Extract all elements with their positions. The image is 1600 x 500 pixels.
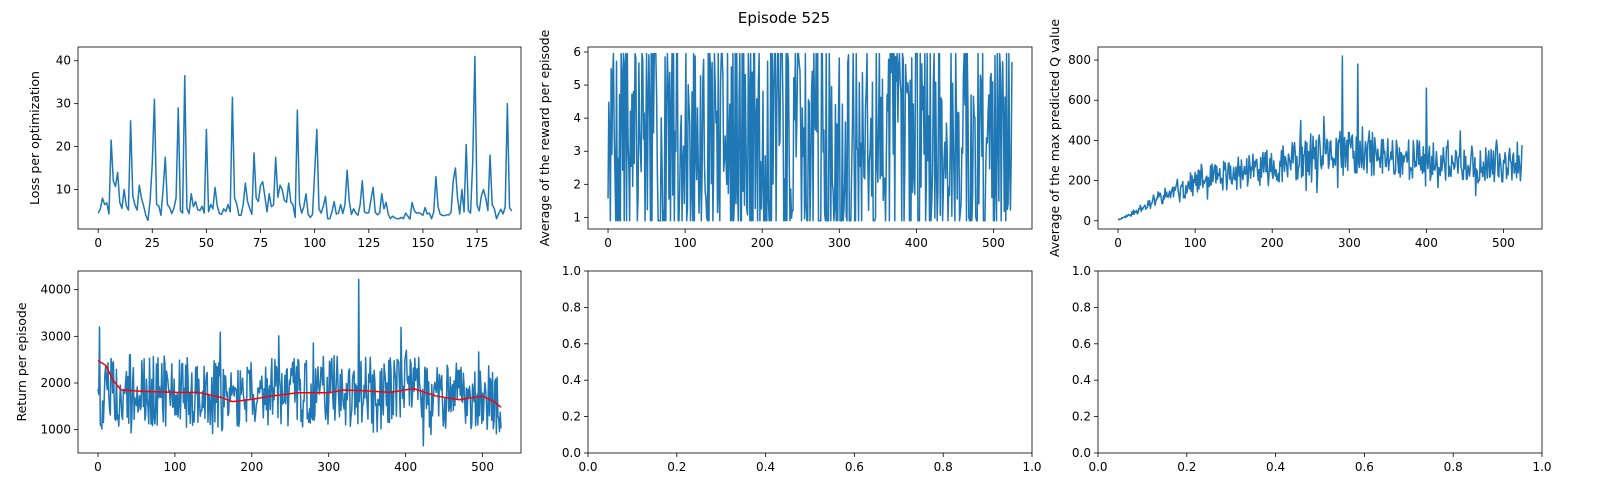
x-tick-label: 500: [1492, 236, 1515, 250]
x-tick-label: 0.0: [1088, 460, 1107, 474]
y-tick-label: 800: [1068, 53, 1091, 67]
x-tick-label: 300: [1338, 236, 1361, 250]
x-tick-label: 0.4: [756, 460, 775, 474]
y-axis-label-loss: Loss per optimization: [27, 71, 42, 205]
x-tick-label: 1.0: [1022, 460, 1041, 474]
series-line-reward-0: [607, 52, 1013, 222]
y-axis-label-reward: Average of the reward per episode: [537, 29, 552, 246]
y-axis-label-max_q: Average of the max predicted Q value: [1047, 19, 1062, 258]
x-tick-label: 150: [411, 236, 434, 250]
series-line-loss-0: [97, 55, 513, 222]
x-tick-label: 50: [199, 236, 214, 250]
x-tick-label: 0: [604, 236, 612, 250]
x-tick-label: 0.0: [578, 460, 597, 474]
x-tick-label: 0.8: [1444, 460, 1463, 474]
series-line-return-0: [97, 278, 502, 447]
y-tick-label: 400: [1068, 133, 1091, 147]
x-tick-label: 100: [303, 236, 326, 250]
y-tick-label: 0.6: [1072, 337, 1091, 351]
y-tick-label: 2: [573, 177, 581, 191]
x-tick-label: 125: [357, 236, 380, 250]
y-tick-label: 0.4: [1072, 373, 1091, 387]
y-tick-label: 3000: [40, 329, 71, 343]
y-tick-label: 2000: [40, 376, 71, 390]
x-tick-label: 25: [145, 236, 160, 250]
x-tick-label: 0.6: [845, 460, 864, 474]
subplot-empty_2: 0.0 0.2 0.4 0.6 0.8 1.0 0.0 0.2 0.4 0.6 0.8 1.0: [1072, 264, 1552, 474]
y-tick-label: 1: [573, 210, 581, 224]
y-tick-label: 0.8: [1072, 300, 1091, 314]
y-tick-label: 0.0: [562, 446, 581, 460]
subplot-return: 0 100 200 300 400 500 1000 2000 3000 4000 Return p…: [14, 270, 522, 474]
axes-frame-return: [77, 270, 522, 454]
x-tick-label: 200: [240, 460, 263, 474]
x-tick-label: 0: [94, 460, 102, 474]
x-tick-label: 500: [982, 236, 1005, 250]
x-tick-label: 0.4: [1266, 460, 1285, 474]
x-tick-label: 0.8: [934, 460, 953, 474]
x-tick-label: 200: [1261, 236, 1284, 250]
y-tick-label: 0.8: [562, 300, 581, 314]
y-tick-label: 4000: [40, 283, 71, 297]
y-tick-label: 4: [573, 111, 581, 125]
x-tick-label: 0.6: [1355, 460, 1374, 474]
x-tick-label: 300: [828, 236, 851, 250]
x-tick-label: 0.2: [1177, 460, 1196, 474]
axes-frame-reward: [587, 46, 1033, 230]
y-tick-label: 5: [573, 78, 581, 92]
y-tick-label: 600: [1068, 93, 1091, 107]
x-tick-label: 400: [1415, 236, 1438, 250]
y-tick-label: 1000: [40, 423, 71, 437]
y-tick-label: 0.2: [562, 410, 581, 424]
axes-frame-empty_1: [587, 270, 1033, 454]
axes-frame-loss: [77, 46, 522, 230]
y-tick-label: 1.0: [562, 264, 581, 278]
y-tick-label: 6: [573, 45, 581, 59]
subplot-loss: 0 25 50 75 100 125 150 175 10 20 30 40 Loss per opti…: [27, 46, 522, 250]
subplot-reward: 0 100 200 300 400 500 1 2 3 4 5 6 Average of the rew…: [537, 29, 1033, 250]
x-tick-label: 1.0: [1532, 460, 1551, 474]
y-tick-label: 1.0: [1072, 264, 1091, 278]
x-tick-label: 0.2: [667, 460, 686, 474]
subplot-empty_1: 0.0 0.2 0.4 0.6 0.8 1.0 0.0 0.2 0.4 0.6 0.8 1.0: [562, 264, 1042, 474]
x-tick-label: 500: [471, 460, 494, 474]
figure-suptitle: Episode 525: [738, 9, 830, 27]
x-tick-label: 300: [317, 460, 340, 474]
x-tick-label: 100: [163, 460, 186, 474]
y-tick-label: 10: [56, 183, 71, 197]
axes-frame-empty_2: [1097, 270, 1543, 454]
y-tick-label: 0: [1083, 214, 1091, 228]
series-line-max_q-0: [1117, 55, 1523, 221]
x-tick-label: 100: [1184, 236, 1207, 250]
y-tick-label: 0.2: [1072, 410, 1091, 424]
x-tick-label: 100: [674, 236, 697, 250]
y-tick-label: 0.4: [562, 373, 581, 387]
series-line-return-1: [97, 359, 502, 408]
y-tick-label: 0.0: [1072, 446, 1091, 460]
y-tick-label: 200: [1068, 174, 1091, 188]
x-tick-label: 400: [394, 460, 417, 474]
axes-frame-max_q: [1097, 46, 1543, 230]
y-tick-label: 20: [56, 140, 71, 154]
x-tick-label: 400: [905, 236, 928, 250]
x-tick-label: 0: [1114, 236, 1122, 250]
subplot-max_q: 0 100 200 300 400 500 0 200 400 600 800 Average of …: [1047, 19, 1543, 258]
x-tick-label: 75: [253, 236, 268, 250]
x-tick-label: 175: [466, 236, 489, 250]
y-tick-label: 3: [573, 144, 581, 158]
y-tick-label: 30: [56, 97, 71, 111]
x-tick-label: 200: [751, 236, 774, 250]
y-tick-label: 0.6: [562, 337, 581, 351]
y-tick-label: 40: [56, 54, 71, 68]
x-tick-label: 0: [94, 236, 102, 250]
y-axis-label-return: Return per episode: [14, 302, 29, 421]
